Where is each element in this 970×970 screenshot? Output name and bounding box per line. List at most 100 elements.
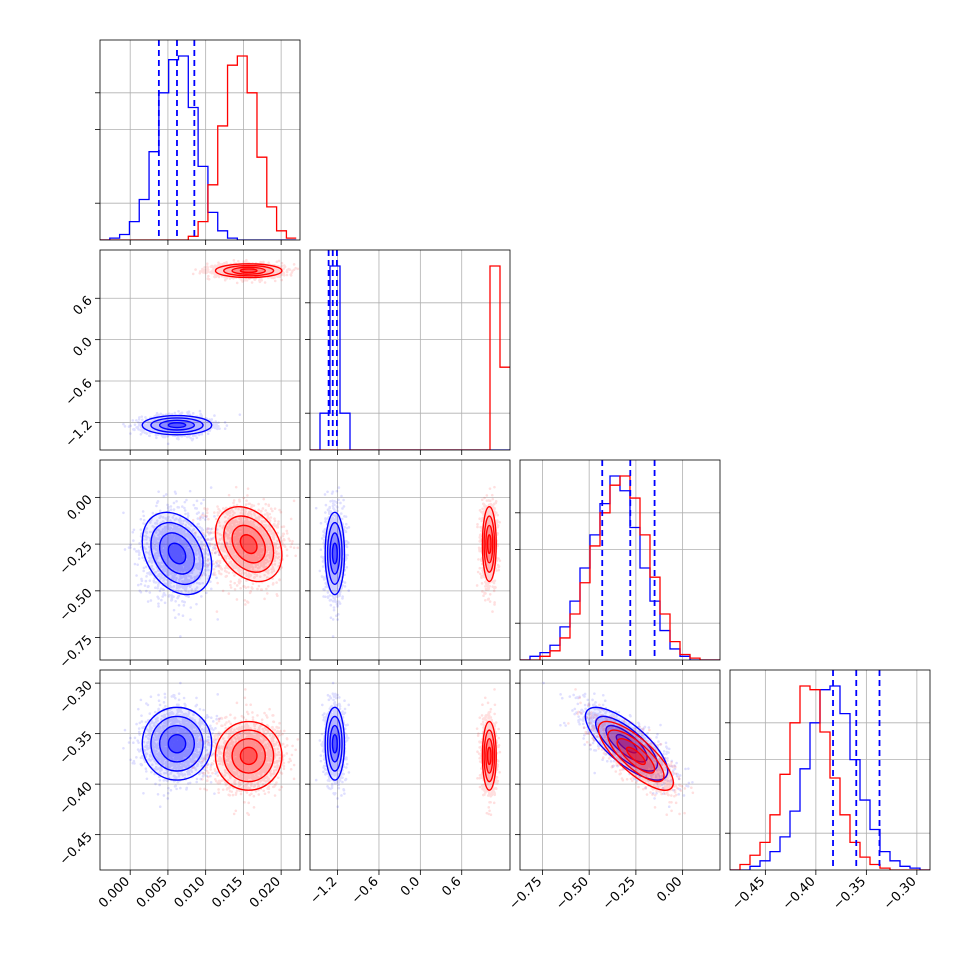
scatter-point [213,272,217,276]
scatter-point [158,427,162,431]
scatter-point [179,412,183,415]
scatter-point [250,269,254,273]
scatter-point [216,514,220,517]
scatter-point [156,427,160,430]
scatter-point [163,601,167,605]
scatter-point [212,271,216,275]
scatter-point [219,271,223,274]
scatter-point [227,269,230,273]
scatter-point [197,433,201,436]
scatter-point [186,411,189,414]
scatter-point [175,423,178,427]
scatter-point [190,419,194,423]
scatter-point [302,519,305,522]
scatter-point [247,269,250,272]
scatter-point [204,539,207,542]
scatter-point [265,268,268,271]
scatter-point [206,432,210,435]
panel-p0-p2 [122,485,305,638]
scatter-point [191,434,195,438]
scatter-point [191,419,194,423]
scatter-point [157,421,160,424]
scatter-point [138,422,141,426]
scatter-point [232,277,235,280]
scatter-point [197,422,201,426]
scatter-point [203,266,206,269]
scatter-point [235,281,239,285]
scatter-point [186,423,190,427]
scatter-point [173,424,176,428]
scatter-point [177,603,181,607]
scatter-point [268,269,272,272]
scatter-point [176,423,180,427]
scatter-point [142,428,146,432]
scatter-point [179,423,182,426]
histogram-p2 [520,460,720,660]
scatter-point [171,423,175,427]
scatter-point [266,269,270,272]
scatter-point [257,269,261,273]
scatter-point [172,424,175,427]
scatter-point [216,427,219,431]
scatter-point [281,271,285,274]
scatter-point [162,423,166,427]
scatter-point [148,423,151,427]
scatter-point [264,509,268,512]
scatter-point [153,421,157,425]
scatter-point [201,267,204,271]
scatter-point [175,423,178,427]
histogram-step-red [310,265,510,450]
scatter-point [167,505,170,509]
scatter-point [248,269,251,273]
scatter-point [202,420,205,423]
scatter-point [173,423,176,427]
scatter-point [203,544,206,548]
scatter-point [194,427,198,430]
scatter-point [210,551,214,555]
scatter-point [226,270,230,273]
scatter-point [222,266,226,269]
scatter-point [176,424,179,428]
scatter-point [218,268,221,272]
scatter-point [188,423,192,427]
scatter-point [145,589,148,593]
scatter-point [179,424,182,427]
scatter-point [145,423,148,427]
scatter-point [204,421,207,425]
scatter-point [228,267,232,271]
scatter-point [201,528,205,532]
scatter-point [190,423,194,427]
scatter-point [211,421,215,424]
scatter-point [257,269,261,272]
scatter-point [179,424,183,427]
scatter-point [145,575,148,578]
scatter-point [247,269,251,272]
scatter-point [135,426,138,429]
scatter-point [241,269,245,273]
scatter-point [223,275,226,279]
scatter-point [156,424,160,427]
scatter-point [257,270,261,274]
scatter-point [155,425,159,428]
scatter-point [129,424,132,428]
scatter-point [198,526,202,529]
scatter-point [174,423,177,426]
scatter-point [228,267,232,271]
scatter-point [163,434,166,438]
scatter-point [203,422,207,426]
scatter-point [289,517,293,521]
scatter-point [210,527,214,530]
scatter-point [187,435,191,438]
scatter-point [217,261,220,264]
scatter-point [153,422,156,426]
scatter-point [209,542,212,546]
scatter-point [259,269,262,273]
scatter-point [183,509,187,512]
scatter-point [179,423,182,427]
scatter-point [277,259,281,263]
scatter-point [146,425,150,428]
scatter-point [209,531,212,534]
scatter-point [141,430,144,434]
scatter-point [189,436,192,440]
scatter-point [148,579,152,582]
